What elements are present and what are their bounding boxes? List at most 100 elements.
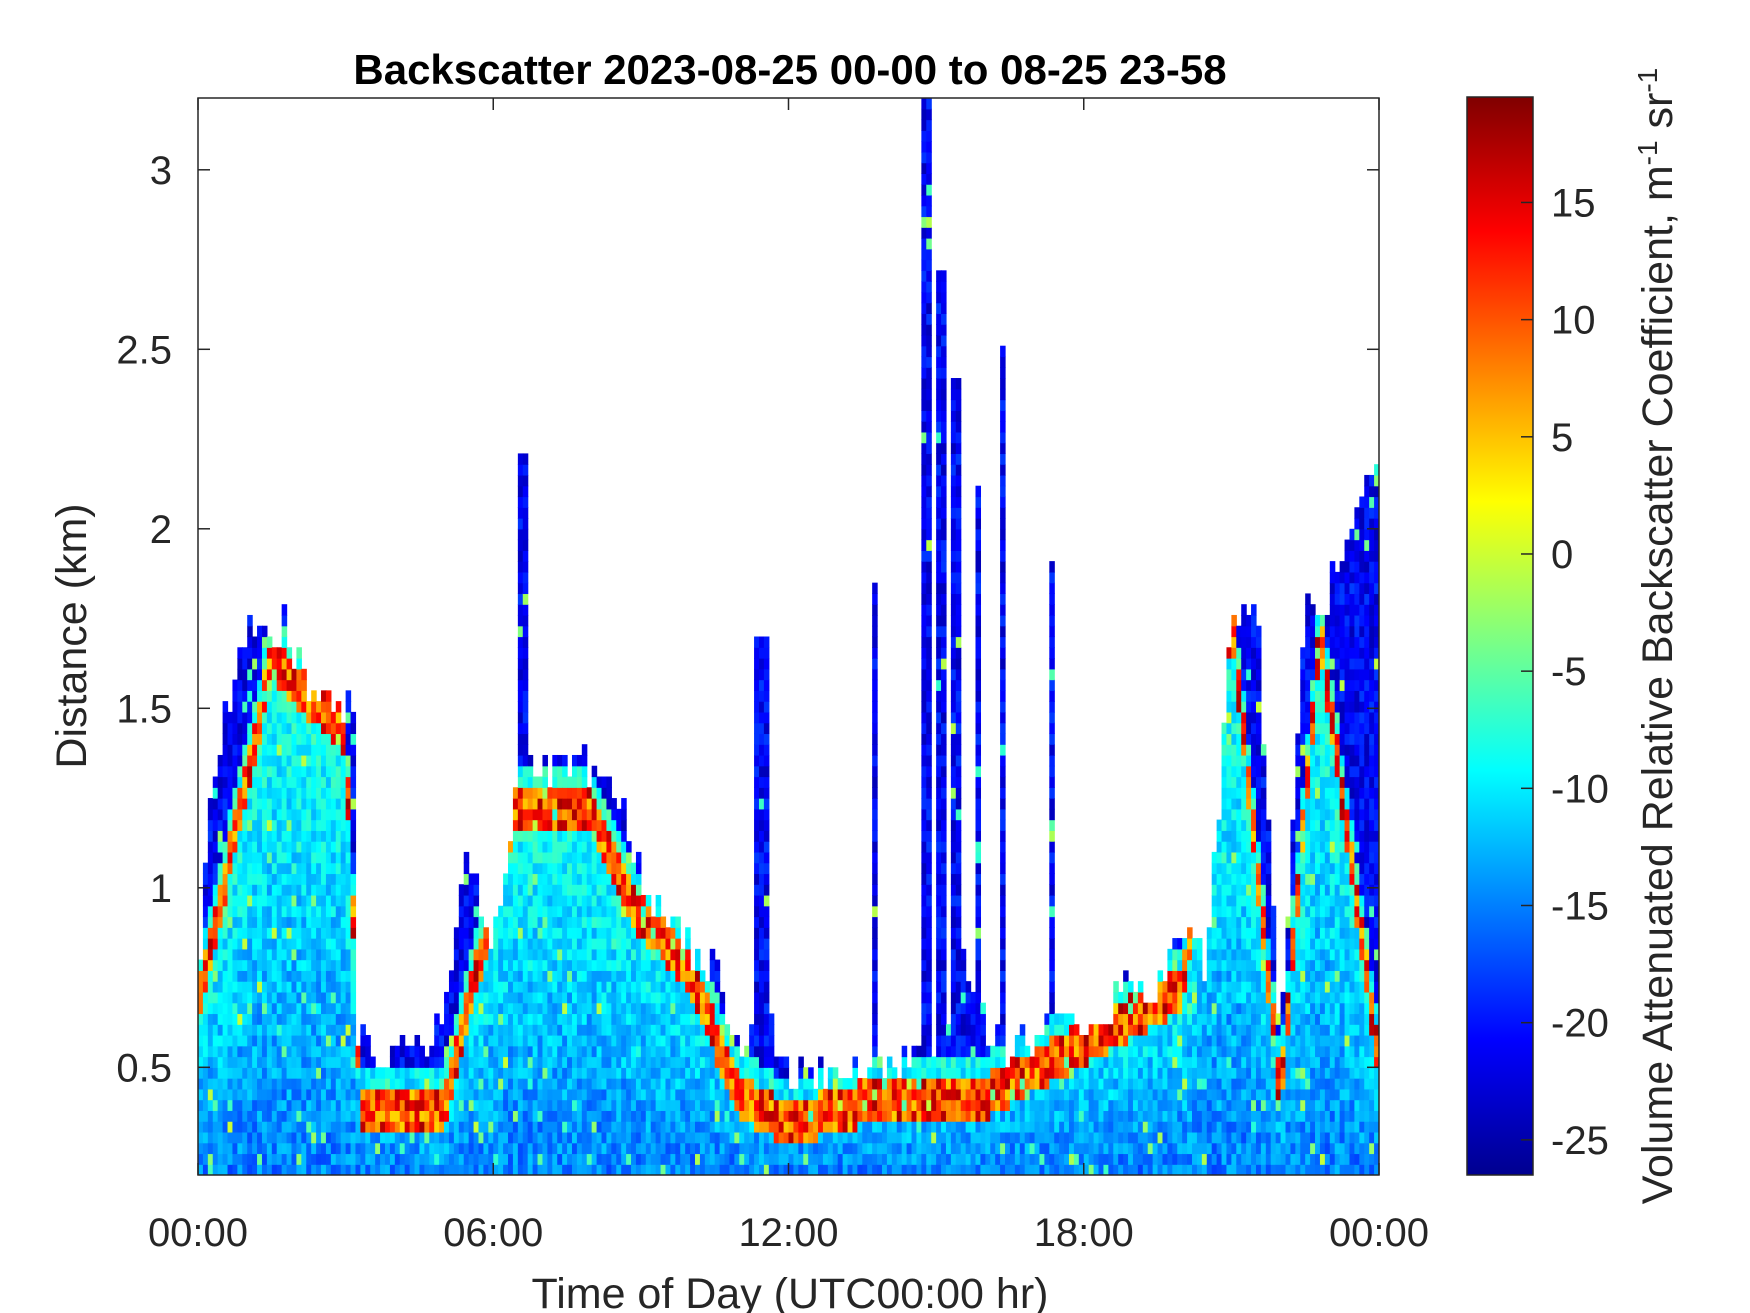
heatmap-cell <box>645 1110 652 1122</box>
heatmap-cell <box>950 733 957 745</box>
heatmap-cell <box>827 1110 834 1122</box>
heatmap-cell <box>611 927 617 939</box>
heatmap-cell <box>921 496 927 508</box>
heatmap-cell <box>325 1078 332 1090</box>
heatmap-cell <box>321 959 327 971</box>
heatmap-cell <box>222 765 229 778</box>
heatmap-cell <box>621 1024 627 1036</box>
heatmap-cell <box>995 1164 1001 1175</box>
heatmap-cell <box>562 1045 568 1058</box>
heatmap-cell <box>591 1142 598 1155</box>
heatmap-cell <box>198 970 204 982</box>
heatmap-cell <box>1000 668 1006 681</box>
heatmap-cell <box>606 1034 612 1047</box>
heatmap-cell <box>567 884 573 896</box>
heatmap-cell <box>877 1078 883 1090</box>
heatmap-cell <box>955 991 962 1004</box>
heatmap-cell <box>695 1002 701 1015</box>
heatmap-cell <box>198 1078 204 1090</box>
heatmap-cell <box>945 1121 952 1133</box>
heatmap-cell <box>941 410 947 422</box>
heatmap-cell <box>271 658 278 670</box>
heatmap-cell <box>581 765 588 778</box>
heatmap-cell <box>571 938 578 950</box>
heatmap-cell <box>975 668 982 681</box>
heatmap-cell <box>896 1078 903 1090</box>
heatmap-cell <box>601 884 608 896</box>
heatmap-cell <box>271 981 278 993</box>
heatmap-cell <box>1000 550 1006 562</box>
heatmap-cell <box>931 1153 937 1165</box>
heatmap-cell <box>591 873 598 885</box>
heatmap-cell <box>685 981 691 993</box>
heatmap-cell <box>547 948 553 961</box>
heatmap-cell <box>512 1013 519 1025</box>
heatmap-cell <box>522 1045 529 1058</box>
heatmap-cell <box>955 927 962 939</box>
heatmap-cell <box>276 916 283 928</box>
heatmap-cell <box>330 873 337 885</box>
heatmap-cell <box>758 658 765 670</box>
heatmap-cell <box>601 787 608 799</box>
heatmap-cell <box>321 733 327 745</box>
heatmap-cell <box>271 1002 278 1015</box>
heatmap-cell <box>1000 1110 1006 1122</box>
heatmap-cell <box>616 841 622 853</box>
heatmap-cell <box>325 970 332 982</box>
heatmap-cell <box>926 841 932 853</box>
heatmap-cell <box>606 1131 612 1144</box>
heatmap-cell <box>350 1131 357 1144</box>
heatmap-cell <box>227 841 234 853</box>
heatmap-cell <box>758 884 765 896</box>
heatmap-cell <box>217 754 224 767</box>
heatmap-cell <box>601 894 608 907</box>
heatmap-cell <box>616 981 622 993</box>
heatmap-cell <box>926 130 932 142</box>
heatmap-cell <box>542 1067 548 1079</box>
heatmap-cell <box>645 1131 652 1144</box>
heatmap-cell <box>739 1056 745 1068</box>
heatmap-cell <box>557 1121 563 1133</box>
heatmap-cell <box>542 1088 548 1101</box>
heatmap-cell <box>921 1067 927 1079</box>
heatmap-cell <box>778 1078 785 1090</box>
heatmap-cell <box>975 938 982 950</box>
heatmap-cell <box>1014 1164 1021 1175</box>
heatmap-cell <box>232 1034 238 1047</box>
heatmap-cell <box>596 991 603 1004</box>
heatmap-cell <box>950 1131 957 1144</box>
heatmap-cell <box>330 1110 337 1122</box>
heatmap-cell <box>916 1045 922 1058</box>
heatmap-cell <box>389 1078 396 1090</box>
heatmap-cell <box>242 1121 248 1133</box>
heatmap-cell <box>537 776 544 788</box>
heatmap-cell <box>522 561 529 573</box>
heatmap-cell <box>335 1078 342 1090</box>
heatmap-cell <box>1005 1164 1011 1175</box>
heatmap-cell <box>286 1013 293 1025</box>
heatmap-cell <box>763 701 770 713</box>
heatmap-cell <box>463 1002 470 1015</box>
heatmap-cell <box>247 862 253 875</box>
heatmap-cell <box>247 701 253 713</box>
heatmap-cell <box>257 819 263 831</box>
heatmap-cell <box>242 927 248 939</box>
heatmap-cell <box>950 841 957 853</box>
heatmap-cell <box>222 948 229 961</box>
heatmap-cell <box>803 1121 809 1133</box>
heatmap-cell <box>606 981 612 993</box>
heatmap-cell <box>345 938 352 950</box>
heatmap-cell <box>754 1088 760 1101</box>
heatmap-cell <box>340 959 347 971</box>
heatmap-cell <box>586 1110 593 1122</box>
heatmap-cell <box>596 798 603 810</box>
heatmap-cell <box>232 905 238 918</box>
heatmap-cell <box>1019 1034 1026 1047</box>
heatmap-cell <box>202 1034 209 1047</box>
heatmap-cell <box>591 1067 598 1079</box>
heatmap-cell <box>453 1024 460 1036</box>
heatmap-cell <box>296 754 302 767</box>
heatmap-cell <box>768 1045 775 1058</box>
heatmap-cell <box>271 916 278 928</box>
heatmap-cell <box>321 991 327 1004</box>
